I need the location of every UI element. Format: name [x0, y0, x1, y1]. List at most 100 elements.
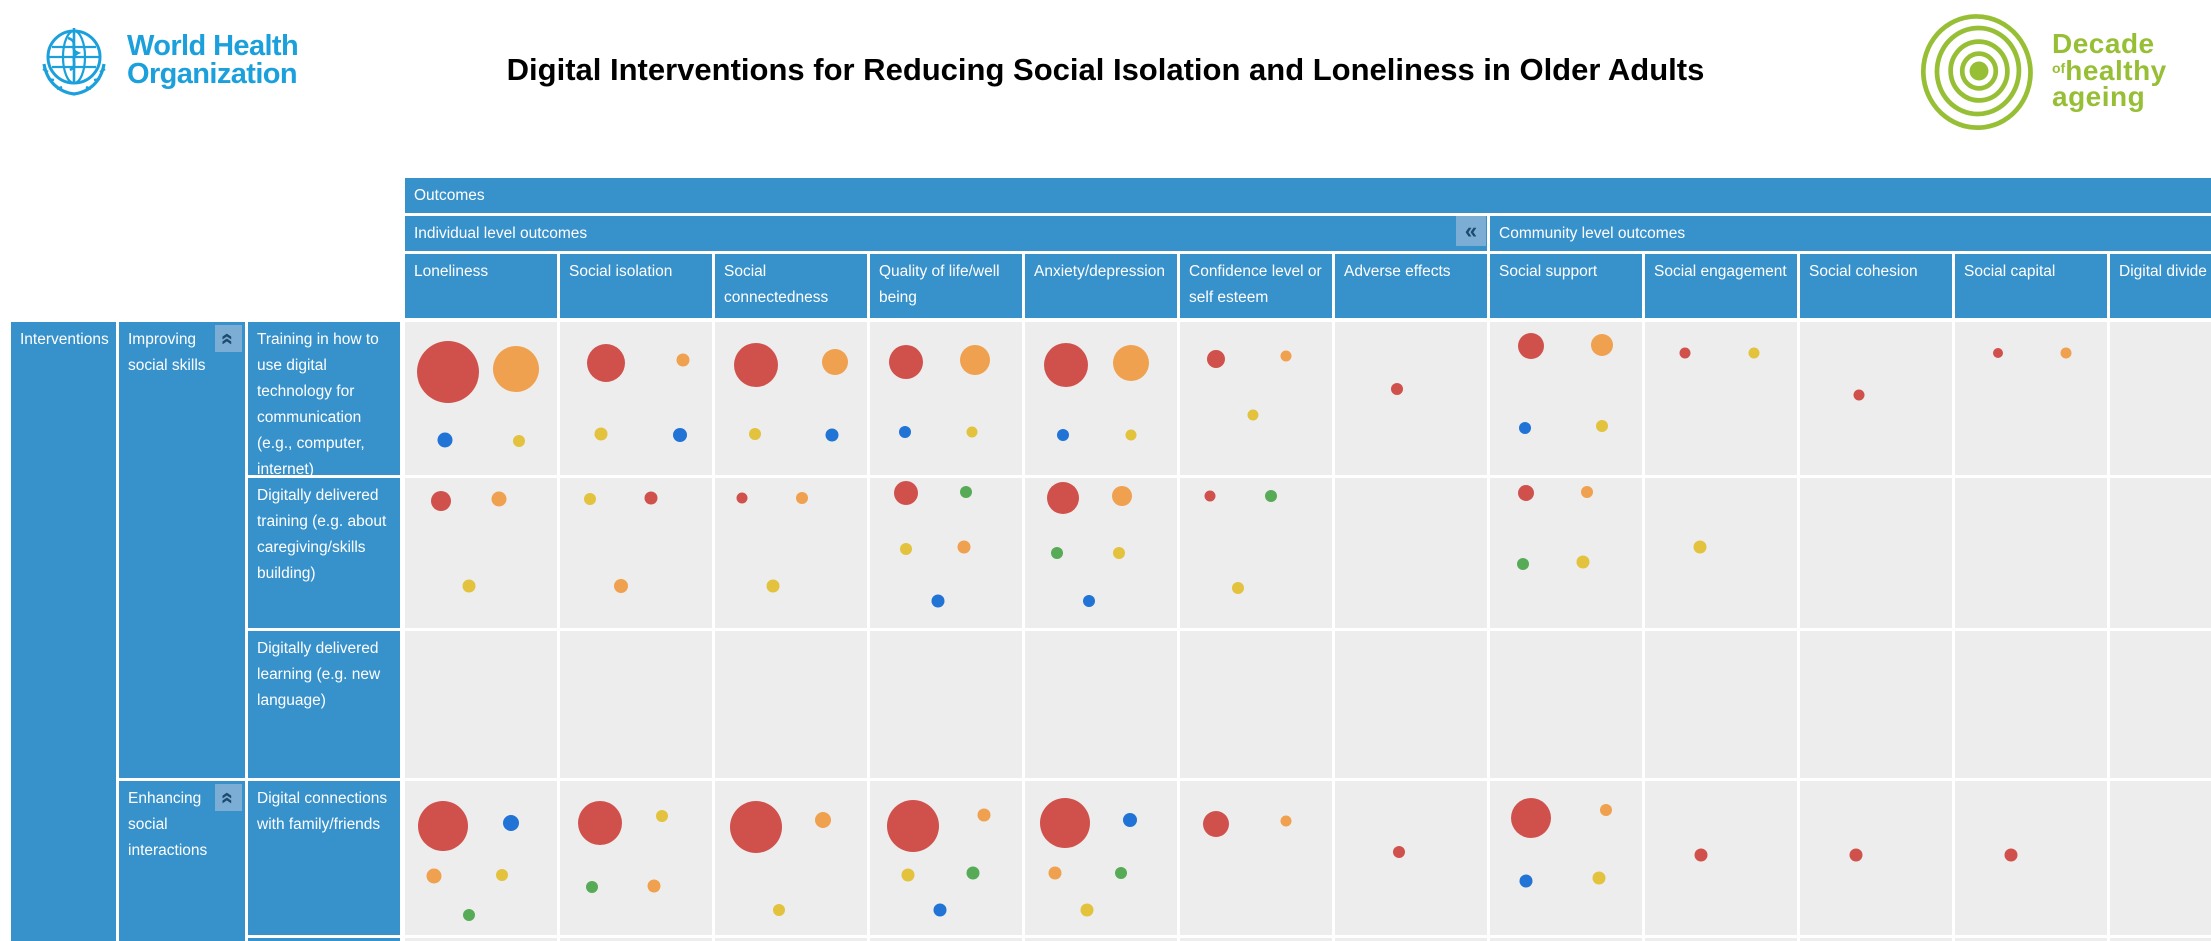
collapse-group-button[interactable]: «: [215, 784, 242, 811]
bubble-yellow[interactable]: [1592, 871, 1606, 885]
bubble-red[interactable]: [1204, 490, 1216, 502]
bubble-red[interactable]: [1207, 349, 1226, 368]
bubble-green[interactable]: [966, 866, 980, 880]
bubble-yellow[interactable]: [1693, 540, 1707, 554]
bubble-red[interactable]: [886, 799, 939, 852]
bubble-orange[interactable]: [1591, 333, 1614, 356]
bubble-orange[interactable]: [613, 579, 628, 593]
bubble-orange[interactable]: [1113, 345, 1150, 382]
cell-r5-qol: [870, 938, 1022, 941]
cell-r4-loneliness: [405, 781, 557, 935]
bubble-yellow[interactable]: [584, 493, 597, 505]
bubble-orange[interactable]: [492, 346, 539, 393]
bubble-red[interactable]: [1679, 347, 1691, 359]
collapse-group-button[interactable]: «: [215, 325, 242, 352]
bubble-red[interactable]: [1203, 811, 1230, 838]
bubble-orange[interactable]: [959, 345, 990, 376]
bubble-green[interactable]: [959, 485, 972, 498]
bubble-yellow[interactable]: [1231, 581, 1244, 594]
bubble-blue[interactable]: [933, 903, 947, 917]
bubble-red[interactable]: [1849, 848, 1863, 862]
bubble-orange[interactable]: [1048, 866, 1062, 880]
bubble-red[interactable]: [894, 481, 919, 505]
bubble-orange[interactable]: [676, 353, 690, 367]
bubble-yellow[interactable]: [496, 868, 509, 881]
bubble-green[interactable]: [1114, 867, 1127, 880]
bubble-red[interactable]: [1044, 342, 1089, 387]
bubble-blue[interactable]: [898, 426, 911, 439]
bubble-yellow[interactable]: [1125, 429, 1137, 441]
bubble-yellow[interactable]: [1596, 420, 1609, 433]
bubble-blue[interactable]: [825, 428, 839, 442]
bubble-red[interactable]: [1518, 333, 1545, 360]
row-header-r2: Digitally delivered training (e.g. about…: [248, 478, 400, 628]
bubble-red[interactable]: [1853, 389, 1865, 401]
bubble-orange[interactable]: [2060, 347, 2072, 359]
bubble-green[interactable]: [1050, 547, 1063, 559]
column-header-support: Social support: [1490, 254, 1642, 318]
bubble-orange[interactable]: [1280, 350, 1292, 362]
bubble-red[interactable]: [1694, 848, 1708, 862]
bubble-green[interactable]: [1265, 490, 1278, 502]
bubble-yellow[interactable]: [1247, 409, 1259, 421]
bubble-yellow[interactable]: [462, 579, 476, 593]
bubble-yellow[interactable]: [1113, 547, 1126, 559]
bubble-red[interactable]: [2004, 848, 2018, 862]
bubble-blue[interactable]: [1518, 421, 1531, 434]
bubble-red[interactable]: [1039, 797, 1090, 848]
bubble-orange[interactable]: [957, 540, 971, 554]
collapse-individual-outcomes-button[interactable]: «: [1456, 216, 1486, 246]
bubble-red[interactable]: [1992, 347, 2003, 358]
bubble-red[interactable]: [1047, 481, 1079, 514]
bubble-orange[interactable]: [1581, 485, 1594, 498]
bubble-blue[interactable]: [673, 428, 688, 443]
bubble-yellow[interactable]: [966, 426, 978, 438]
bubble-red[interactable]: [577, 800, 622, 845]
bubble-blue[interactable]: [437, 432, 453, 448]
bubble-green[interactable]: [585, 881, 598, 894]
bubble-yellow[interactable]: [1576, 555, 1590, 569]
bubble-blue[interactable]: [1082, 595, 1095, 607]
bubble-orange[interactable]: [977, 808, 991, 822]
bubble-yellow[interactable]: [901, 868, 915, 882]
bubble-red[interactable]: [730, 801, 783, 854]
bubble-orange[interactable]: [491, 491, 507, 507]
bubble-yellow[interactable]: [766, 579, 780, 593]
bubble-blue[interactable]: [1057, 429, 1069, 442]
bubble-yellow[interactable]: [594, 427, 608, 441]
bubble-green[interactable]: [462, 908, 475, 921]
bubble-green[interactable]: [1517, 557, 1530, 570]
bubble-red[interactable]: [1391, 383, 1404, 396]
bubble-red[interactable]: [431, 490, 452, 511]
bubble-orange[interactable]: [1280, 815, 1292, 827]
bubble-orange[interactable]: [814, 811, 831, 828]
bubble-yellow[interactable]: [655, 810, 668, 823]
bubble-yellow[interactable]: [748, 427, 761, 440]
cell-r5-capital: [1955, 938, 2107, 941]
bubble-blue[interactable]: [931, 594, 945, 608]
bubble-orange[interactable]: [795, 491, 808, 504]
bubble-blue[interactable]: [1122, 812, 1137, 827]
bubble-red[interactable]: [889, 344, 924, 379]
bubble-yellow[interactable]: [1748, 347, 1760, 359]
bubble-red[interactable]: [734, 342, 779, 387]
bubble-orange[interactable]: [1112, 486, 1133, 506]
bubble-red[interactable]: [1511, 797, 1552, 838]
bubble-blue[interactable]: [1519, 874, 1533, 888]
bubble-yellow[interactable]: [772, 904, 785, 917]
bubble-orange[interactable]: [426, 868, 442, 884]
bubble-blue[interactable]: [503, 814, 520, 831]
bubble-yellow[interactable]: [900, 542, 913, 555]
bubble-red[interactable]: [1518, 485, 1535, 501]
bubble-orange[interactable]: [647, 879, 661, 893]
bubble-yellow[interactable]: [1080, 903, 1094, 917]
bubble-red[interactable]: [418, 800, 468, 851]
bubble-orange[interactable]: [822, 348, 849, 375]
bubble-red[interactable]: [416, 341, 479, 404]
bubble-red[interactable]: [586, 344, 625, 383]
bubble-red[interactable]: [736, 492, 748, 503]
bubble-red[interactable]: [644, 491, 658, 504]
bubble-orange[interactable]: [1599, 804, 1612, 817]
bubble-red[interactable]: [1392, 845, 1405, 858]
bubble-yellow[interactable]: [513, 435, 525, 448]
